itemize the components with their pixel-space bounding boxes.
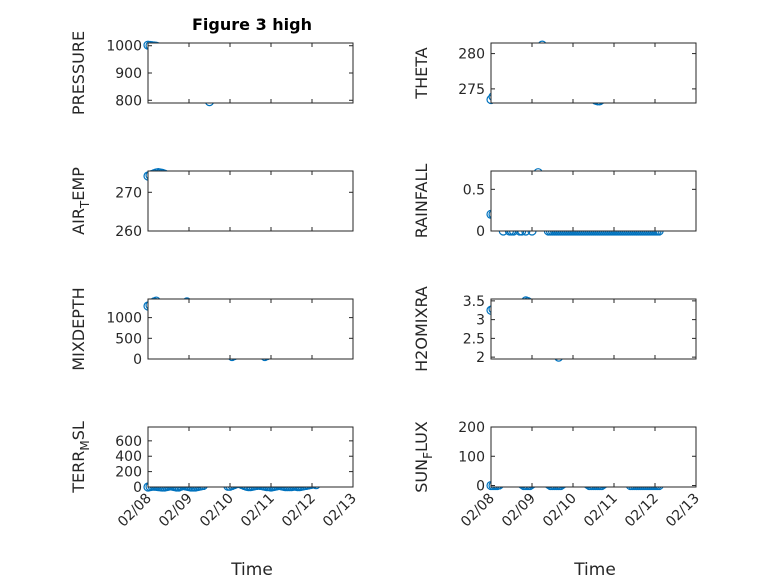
panel-theta: 275 280 THETA [412,40,697,106]
x-axis-label-right: Time [573,560,616,580]
y-tick-label: 200 [115,465,142,481]
y-tick-label: 3 [476,313,485,329]
y-tick-label: 200 [458,420,485,436]
panel-mixdepth: 0 500 1000 MIXDEPTH [69,287,354,371]
y-tick-label: 900 [115,66,142,82]
y-tick-label: 260 [115,224,142,240]
y-tick-label: 2 [476,350,485,366]
y-tick-label: 280 [458,47,485,63]
y-tick-label: 0 [476,479,485,495]
panel-pressure: 800 900 1000 PRESSURE [69,31,354,115]
y-axis-label: PRESSURE [69,31,88,115]
y-tick-label: 3.5 [463,294,485,310]
y-axis-label: MIXDEPTH [69,287,88,370]
y-tick-label: 1000 [106,39,142,55]
y-tick-label: 2.5 [463,331,485,347]
y-axis-label: AIRTEMP [69,167,92,235]
y-tick-label: 275 [458,82,485,98]
axes-box [490,42,697,104]
y-tick-label: 0 [476,224,485,240]
y-tick-label: 270 [115,185,142,201]
axes-box [147,42,354,104]
panel-air-temp: 260 270 AIRTEMP [69,167,354,240]
y-tick-label: 600 [115,434,142,450]
figure-title: Figure 3 high [192,15,312,34]
panel-h2omixra: 2 2.5 3 3.5 H2OMIXRA [412,286,697,372]
x-axis-label-left: Time [230,560,273,580]
y-tick-label: 800 [115,93,142,109]
y-tick-label: 0 [133,480,142,496]
y-tick-label: 100 [458,449,485,465]
y-tick-label: 0 [133,352,142,368]
axes-box [490,170,697,232]
y-axis-label: SUNFLUX [412,421,435,493]
axes-box [147,426,354,488]
y-tick-label: 1000 [106,311,142,327]
axes-box [147,298,354,360]
y-axis-label: RAINFALL [412,164,431,239]
y-tick-label: 400 [115,449,142,465]
y-axis-label: TERRMSL [69,421,92,494]
y-axis-label: THETA [412,47,431,99]
axes-box [490,426,697,488]
axes-box [147,170,354,232]
y-axis-label: H2OMIXRA [412,286,431,372]
panel-rainfall: 0 0.5 RAINFALL [412,164,697,240]
y-tick-label: 0.5 [463,182,485,198]
axes-box [490,298,697,360]
y-tick-label: 500 [115,331,142,347]
